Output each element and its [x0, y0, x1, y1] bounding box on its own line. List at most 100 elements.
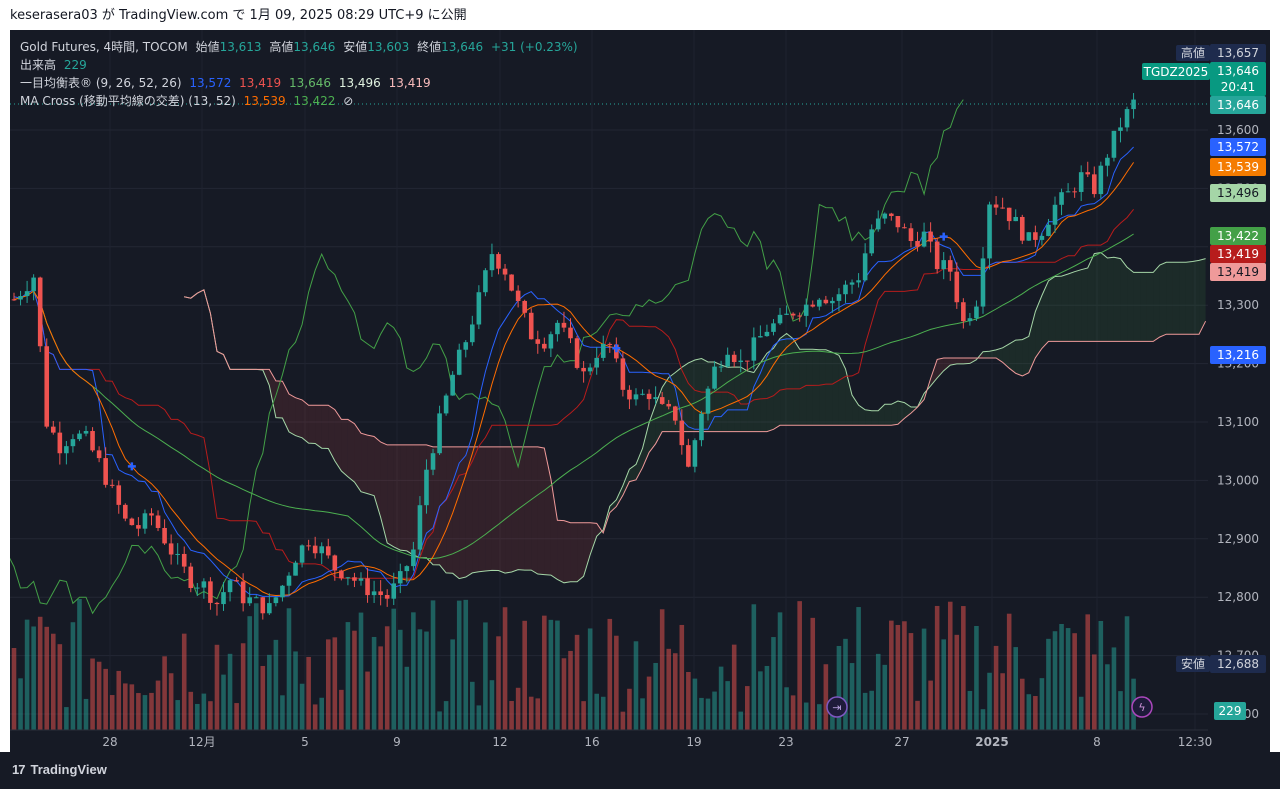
event-icon-dividend[interactable]: ⇥: [826, 696, 848, 718]
time-tick-label: 12: [492, 735, 507, 749]
candle-body: [411, 549, 416, 567]
cloud-segment: [563, 520, 571, 583]
candle-body: [253, 597, 259, 599]
time-tick-label: 16: [584, 735, 599, 749]
volume-bar: [96, 661, 102, 730]
volume-bar: [1000, 673, 1005, 730]
cloud-segment: [832, 352, 839, 426]
chart-pane[interactable]: Gold Futures, 4時間, TOCOM 始値13,613 高値13,6…: [10, 30, 1270, 752]
legend-ma-icon[interactable]: ⊘: [343, 94, 354, 108]
volume-bar: [712, 691, 717, 730]
candle-body: [725, 354, 730, 367]
candle-body: [162, 527, 167, 544]
candle-body: [869, 229, 874, 254]
cloud-segment: [374, 436, 381, 518]
candle-body: [646, 393, 652, 400]
svg-text:12,688: 12,688: [1217, 657, 1259, 671]
candle-body: [64, 446, 69, 454]
candle-body: [50, 426, 56, 433]
cloud-segment: [1094, 252, 1101, 342]
volume-bar: [961, 606, 966, 730]
candle-body: [358, 578, 364, 581]
ichimoku-cloud: [184, 252, 1206, 583]
volume-bar: [744, 686, 750, 730]
candle-body: [744, 360, 750, 362]
candle-body: [332, 555, 338, 571]
candle-body: [123, 504, 128, 519]
candle-body: [476, 292, 482, 325]
volume-bar: [797, 601, 802, 730]
legend-ma-label: MA Cross (移動平均線の交差) (13, 52): [20, 94, 236, 108]
volume-bar: [253, 603, 259, 730]
candle-body: [450, 374, 455, 396]
candle-body: [214, 602, 220, 605]
volume-bar: [967, 690, 973, 730]
cloud-segment: [570, 522, 578, 582]
cloud-segment: [609, 499, 617, 513]
svg-text:13,646: 13,646: [1217, 98, 1259, 112]
candle-body: [712, 366, 717, 389]
candle-body: [528, 312, 534, 340]
volume-bar: [391, 608, 397, 730]
candle-body: [705, 388, 711, 414]
volume-bar: [234, 703, 239, 730]
volume-bar: [528, 696, 534, 730]
volume-bar: [162, 656, 167, 730]
svg-text:13,646: 13,646: [1217, 64, 1259, 78]
volume-bar: [620, 711, 626, 730]
axis-last-price-tag: TGDZ2025 13,646 20:41: [1142, 62, 1266, 96]
candles: [11, 93, 1136, 620]
volume-bar: [758, 671, 763, 730]
volume-bar: [299, 683, 305, 730]
candle-body: [201, 581, 207, 588]
indicator-lines: [10, 99, 1207, 615]
volume-bar: [535, 698, 541, 730]
candle-body: [1078, 172, 1084, 192]
cloud-segment: [1022, 336, 1029, 376]
time-tick-label: 19: [686, 735, 701, 749]
legend-symbol-row[interactable]: Gold Futures, 4時間, TOCOM 始値13,613 高値13,6…: [20, 38, 578, 56]
candle-body: [352, 577, 357, 581]
legend-ma-row[interactable]: MA Cross (移動平均線の交差) (13, 52) 13,539 13,4…: [20, 92, 578, 110]
candle-body: [18, 296, 23, 300]
volume-bar: [1091, 654, 1097, 730]
volume-bar: [11, 647, 17, 730]
volume-bar: [430, 600, 436, 730]
price-chart[interactable]: 13,60013,50013,40013,30013,20013,10013,0…: [10, 30, 1270, 752]
volume-bar: [424, 631, 429, 730]
svg-text:13,572: 13,572: [1217, 140, 1259, 154]
candle-body: [941, 260, 946, 270]
candle-body: [522, 300, 527, 313]
candle-body: [129, 518, 135, 526]
volume-bar: [450, 639, 455, 730]
volume-bar: [627, 688, 632, 730]
legend-low: 13,603: [367, 40, 410, 54]
event-icon-lightning[interactable]: ϟ: [1131, 696, 1153, 718]
volume-bar: [273, 639, 279, 730]
candle-body: [456, 349, 462, 375]
volume-bar: [312, 704, 318, 730]
cross-marker: [612, 344, 621, 353]
volume-bar: [175, 700, 180, 730]
candle-body: [299, 545, 305, 563]
candle-body: [103, 458, 108, 485]
candle-body: [947, 260, 953, 272]
volume-bar: [1046, 638, 1051, 730]
volume-bar: [614, 635, 619, 730]
legend-span-a: 13,496: [338, 76, 381, 90]
tradingview-logo[interactable]: 17 TradingView: [12, 762, 107, 777]
candle-body: [1046, 224, 1051, 236]
legend-volume-row[interactable]: 出来高 229: [20, 56, 578, 74]
cloud-segment: [367, 435, 375, 496]
time-axis[interactable]: 28 12月 5 9 12 16 19 23 27 2025 8 12:30: [10, 729, 1270, 752]
legend-chikou: 13,646: [289, 76, 331, 90]
legend-ichimoku-row[interactable]: 一目均衡表® (9, 26, 52, 26) 13,572 13,419 13,…: [20, 74, 578, 92]
cloud-segment: [622, 469, 630, 496]
candle-body: [57, 432, 63, 454]
svg-text:13,419: 13,419: [1217, 265, 1259, 279]
candle-body: [70, 439, 76, 447]
volume-bar: [24, 619, 30, 730]
volume-bar: [974, 625, 979, 730]
svg-text:安値: 安値: [1181, 656, 1205, 671]
candle-body: [653, 397, 658, 400]
